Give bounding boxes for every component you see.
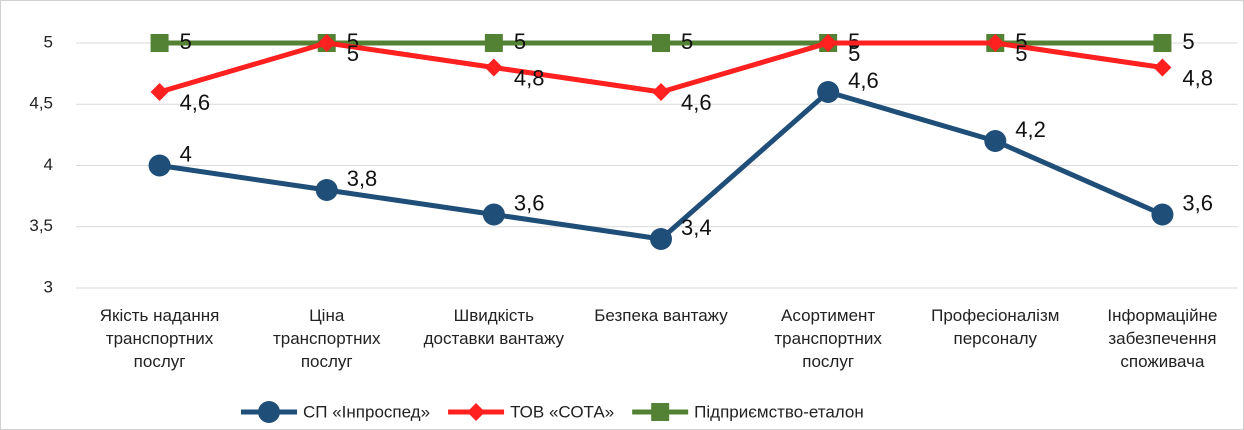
marker bbox=[484, 34, 503, 52]
data-label: 4,8 bbox=[514, 65, 545, 90]
marker bbox=[984, 130, 1007, 152]
data-label: 5 bbox=[514, 29, 526, 54]
data-label: 4,6 bbox=[180, 90, 211, 115]
marker bbox=[482, 203, 505, 226]
y-tick-label: 4 bbox=[44, 155, 53, 174]
y-tick-label: 3,5 bbox=[29, 216, 53, 235]
x-tick-label: Асортимент транспортних послуг bbox=[774, 306, 882, 371]
x-tick-label: Професіоналізм персоналу bbox=[931, 306, 1060, 348]
marker bbox=[651, 403, 670, 421]
legend-label: СП «Інпроспед» bbox=[303, 402, 430, 421]
legend-item: СП «Інпроспед» bbox=[241, 401, 430, 423]
x-tick-label: Якість надання транспортних послуг bbox=[99, 306, 220, 371]
marker bbox=[652, 83, 670, 101]
legend-item: Підприємство-еталон bbox=[632, 402, 864, 421]
x-tick-label: Інформаційне забезпечення споживача bbox=[1107, 306, 1218, 371]
data-label: 4,8 bbox=[1182, 65, 1213, 90]
marker bbox=[650, 228, 672, 250]
x-tick-label: Ціна транспортних послуг bbox=[272, 306, 381, 371]
x-tick-label: Швидкість доставки вантажу bbox=[423, 306, 565, 348]
y-tick-label: 4,5 bbox=[29, 94, 53, 113]
data-label: 4 bbox=[180, 141, 192, 166]
legend-label: ТОВ «СОТА» bbox=[510, 402, 614, 421]
marker bbox=[819, 34, 838, 52]
y-tick-label: 3 bbox=[44, 277, 53, 296]
marker bbox=[467, 403, 486, 421]
data-label: 3,6 bbox=[1182, 190, 1213, 215]
marker bbox=[258, 401, 280, 423]
data-label: 5 bbox=[1182, 29, 1194, 54]
marker bbox=[150, 34, 169, 52]
marker bbox=[986, 34, 1005, 52]
marker bbox=[652, 34, 670, 52]
y-tick-label: 5 bbox=[44, 32, 53, 51]
data-label: 3,4 bbox=[681, 215, 712, 240]
marker bbox=[317, 34, 336, 52]
legend-item: ТОВ «СОТА» bbox=[448, 402, 614, 421]
legend-label: Підприємство-еталон bbox=[694, 402, 864, 421]
data-label: 5 bbox=[1015, 41, 1027, 66]
marker bbox=[817, 81, 840, 103]
data-label: 4,6 bbox=[848, 68, 879, 93]
x-tick-label: Безпека вантажу bbox=[594, 306, 728, 325]
marker bbox=[148, 154, 171, 177]
data-label: 5 bbox=[681, 29, 693, 54]
data-label: 4,6 bbox=[681, 90, 712, 115]
data-label: 4,2 bbox=[1015, 117, 1046, 142]
data-label: 5 bbox=[848, 41, 860, 66]
marker bbox=[1151, 203, 1174, 226]
data-label: 5 bbox=[347, 41, 359, 66]
marker bbox=[1153, 34, 1172, 52]
data-label: 3,6 bbox=[514, 190, 545, 215]
marker bbox=[315, 179, 338, 201]
marker bbox=[150, 83, 169, 101]
marker bbox=[1153, 58, 1172, 77]
data-label: 3,8 bbox=[347, 166, 378, 191]
data-label: 5 bbox=[180, 29, 192, 54]
marker bbox=[484, 58, 503, 77]
